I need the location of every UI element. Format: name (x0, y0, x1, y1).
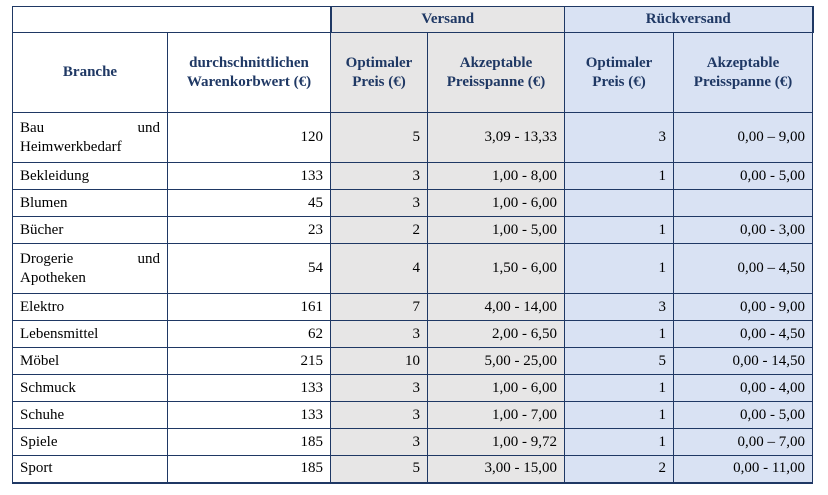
col-header-branche: Branche (12, 32, 168, 113)
table-row: Elektro 161 7 4,00 - 14,00 3 0,00 - 9,00 (12, 293, 814, 321)
cell-rueck-spanne: 0,00 - 4,50 (673, 320, 814, 348)
cell-branche: Schuhe (12, 401, 168, 429)
table-row: Lebensmittel 62 3 2,00 - 6,50 1 0,00 - 4… (12, 320, 814, 348)
cell-rueck-optimal (564, 189, 675, 217)
table-row: Bücher 23 2 1,00 - 5,00 1 0,00 - 3,00 (12, 216, 814, 244)
cell-warenkorbwert: 54 (167, 243, 331, 294)
col-header-rueck-spanne: Akzeptable Preisspanne (€) (673, 32, 814, 113)
cell-rueck-spanne: 0,00 – 7,00 (673, 428, 814, 456)
group-header-rueckversand: Rückversand (564, 6, 814, 33)
cell-branche: Schmuck (12, 374, 168, 402)
cell-branche: Bekleidung (12, 162, 168, 190)
cell-rueck-spanne: 0,00 - 11,00 (673, 455, 814, 484)
cell-branche: Blumen (12, 189, 168, 217)
cell-versand-optimal: 7 (330, 293, 428, 321)
col-header-versand-optimal: Optimaler Preis (€) (330, 32, 428, 113)
table-row: Bau und Heimwerkbedarf 120 5 3,09 - 13,3… (12, 112, 814, 163)
cell-warenkorbwert: 120 (167, 112, 331, 163)
table-row: Bekleidung 133 3 1,00 - 8,00 1 0,00 - 5,… (12, 162, 814, 190)
cell-versand-optimal: 3 (330, 320, 428, 348)
group-header-row: Versand Rückversand (12, 6, 814, 33)
cell-versand-optimal: 10 (330, 347, 428, 375)
cell-branche: Bau und Heimwerkbedarf (12, 112, 168, 163)
cell-rueck-optimal: 5 (564, 347, 675, 375)
cell-warenkorbwert: 215 (167, 347, 331, 375)
cell-versand-optimal: 3 (330, 162, 428, 190)
table-row: Schuhe 133 3 1,00 - 7,00 1 0,00 - 5,00 (12, 401, 814, 429)
cell-versand-spanne: 1,00 - 5,00 (426, 216, 566, 244)
cell-versand-spanne: 5,00 - 25,00 (426, 347, 566, 375)
cell-versand-spanne: 4,00 - 14,00 (426, 293, 566, 321)
cell-versand-optimal: 3 (330, 374, 428, 402)
cell-versand-spanne: 1,50 - 6,00 (426, 243, 566, 294)
cell-branche: Elektro (12, 293, 168, 321)
cell-branche: Möbel (12, 347, 168, 375)
cell-versand-optimal: 5 (330, 455, 428, 484)
table-row: Möbel 215 10 5,00 - 25,00 5 0,00 - 14,50 (12, 347, 814, 375)
cell-versand-spanne: 3,00 - 15,00 (426, 455, 566, 484)
cell-rueck-spanne: 0,00 - 4,00 (673, 374, 814, 402)
cell-rueck-spanne: 0,00 - 9,00 (673, 293, 814, 321)
cell-rueck-optimal: 3 (564, 112, 675, 163)
cell-versand-optimal: 3 (330, 428, 428, 456)
cell-rueck-optimal: 3 (564, 293, 675, 321)
cell-rueck-optimal: 1 (564, 320, 675, 348)
cell-versand-optimal: 2 (330, 216, 428, 244)
table-row: Spiele 185 3 1,00 - 9,72 1 0,00 – 7,00 (12, 428, 814, 456)
cell-rueck-spanne: 0,00 - 3,00 (673, 216, 814, 244)
cell-versand-optimal: 4 (330, 243, 428, 294)
cell-branche: Sport (12, 455, 168, 484)
cell-warenkorbwert: 45 (167, 189, 331, 217)
cell-versand-spanne: 1,00 - 9,72 (426, 428, 566, 456)
cell-versand-optimal: 3 (330, 401, 428, 429)
cell-warenkorbwert: 161 (167, 293, 331, 321)
col-header-versand-spanne: Akzeptable Preisspanne (€) (426, 32, 566, 113)
cell-versand-optimal: 5 (330, 112, 428, 163)
cell-versand-spanne: 1,00 - 6,00 (426, 374, 566, 402)
empty-corner-cell (12, 6, 331, 33)
cell-rueck-spanne: 0,00 - 5,00 (673, 401, 814, 429)
cell-versand-spanne: 1,00 - 6,00 (426, 189, 566, 217)
table-row: Schmuck 133 3 1,00 - 6,00 1 0,00 - 4,00 (12, 374, 814, 402)
table-row: Drogerie und Apotheken 54 4 1,50 - 6,00 … (12, 243, 814, 294)
cell-branche: Bücher (12, 216, 168, 244)
cell-rueck-optimal: 1 (564, 162, 675, 190)
cell-rueck-spanne: 0,00 - 5,00 (673, 162, 814, 190)
cell-rueck-optimal: 1 (564, 216, 675, 244)
cell-rueck-optimal: 2 (564, 455, 675, 484)
cell-rueck-spanne (673, 189, 814, 217)
cell-warenkorbwert: 133 (167, 374, 331, 402)
cell-rueck-optimal: 1 (564, 243, 675, 294)
cell-versand-spanne: 3,09 - 13,33 (426, 112, 566, 163)
cell-warenkorbwert: 23 (167, 216, 331, 244)
cell-rueck-optimal: 1 (564, 374, 675, 402)
group-header-versand: Versand (329, 6, 566, 33)
cell-branche: Drogerie und Apotheken (12, 243, 168, 294)
cell-rueck-optimal: 1 (564, 428, 675, 456)
cell-versand-spanne: 2,00 - 6,50 (426, 320, 566, 348)
cell-versand-optimal: 3 (330, 189, 428, 217)
table-row: Sport 185 5 3,00 - 15,00 2 0,00 - 11,00 (12, 455, 814, 484)
cell-rueck-optimal: 1 (564, 401, 675, 429)
cell-rueck-spanne: 0,00 – 9,00 (673, 112, 814, 163)
cell-branche: Lebensmittel (12, 320, 168, 348)
cell-versand-spanne: 1,00 - 7,00 (426, 401, 566, 429)
document-page: Versand Rückversand Branche durchschnitt… (0, 6, 828, 495)
cell-warenkorbwert: 133 (167, 162, 331, 190)
col-header-warenkorbwert: durchschnittlichen Warenkorbwert (€) (167, 32, 331, 113)
col-header-rueck-optimal: Optimaler Preis (€) (564, 32, 675, 113)
cell-warenkorbwert: 185 (167, 455, 331, 484)
shipping-price-table: Versand Rückversand Branche durchschnitt… (12, 6, 814, 484)
cell-warenkorbwert: 62 (167, 320, 331, 348)
cell-versand-spanne: 1,00 - 8,00 (426, 162, 566, 190)
cell-warenkorbwert: 185 (167, 428, 331, 456)
cell-rueck-spanne: 0,00 – 4,50 (673, 243, 814, 294)
cell-warenkorbwert: 133 (167, 401, 331, 429)
cell-rueck-spanne: 0,00 - 14,50 (673, 347, 814, 375)
column-header-row: Branche durchschnittlichen Warenkorbwert… (12, 32, 814, 113)
cell-branche: Spiele (12, 428, 168, 456)
table-row: Blumen 45 3 1,00 - 6,00 (12, 189, 814, 217)
